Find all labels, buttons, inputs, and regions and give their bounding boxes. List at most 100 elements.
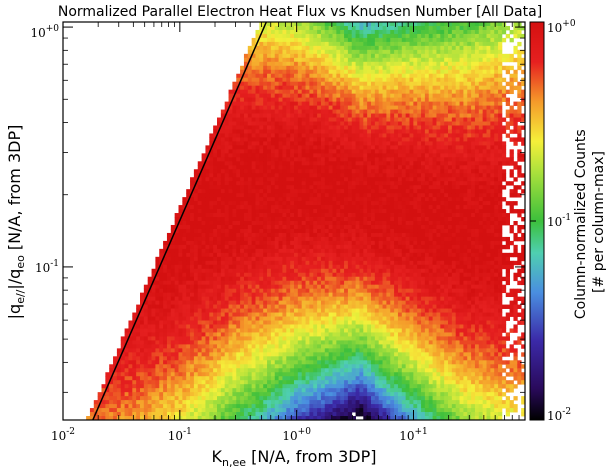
heatmap-cell [297, 217, 303, 222]
heatmap-cell [251, 304, 256, 309]
heatmap-cell [243, 396, 249, 401]
heatmap-cell [317, 129, 322, 134]
heatmap-cell [332, 320, 337, 325]
heatmap-cell [193, 169, 199, 174]
heatmap-cell [240, 360, 245, 365]
heatmap-cell [132, 372, 137, 377]
heatmap-cell [282, 81, 287, 87]
heatmap-cell [220, 300, 226, 305]
heatmap-cell [178, 260, 183, 266]
heatmap-cell [359, 65, 364, 71]
heatmap-cell [124, 344, 129, 349]
heatmap-cell [305, 169, 310, 174]
heatmap-cell [182, 336, 187, 341]
heatmap-cell [209, 308, 214, 313]
heatmap-cell [201, 177, 206, 182]
heatmap-cell [205, 228, 210, 234]
heatmap-cell [344, 161, 349, 166]
heatmap-cell [205, 300, 210, 305]
heatmap-cell [317, 49, 322, 55]
heatmap-cell [255, 404, 260, 409]
heatmap-cell [263, 97, 268, 102]
heatmap-cell [263, 356, 268, 361]
heatmap-cell [332, 113, 337, 118]
heatmap-cell [190, 332, 195, 337]
heatmap-cell [174, 308, 179, 313]
heatmap-cell [290, 157, 295, 162]
heatmap-cell [347, 29, 353, 35]
heatmap-cell [174, 380, 179, 385]
heatmap-cell [136, 356, 141, 361]
heatmap-cell [224, 213, 229, 218]
heatmap-cell [182, 344, 187, 349]
heatmap-cell [193, 240, 199, 246]
heatmap-cell [270, 101, 276, 106]
heatmap-cell [259, 340, 264, 345]
heatmap-cell [301, 372, 306, 377]
heatmap-cell [309, 232, 314, 238]
heatmap-cell [259, 101, 264, 106]
heatmap-cell [274, 328, 279, 333]
heatmap-cell [297, 221, 303, 226]
heatmap-cell [201, 217, 206, 222]
heatmap-cell [236, 217, 241, 222]
heatmap-cell [305, 161, 310, 166]
heatmap-cell [301, 209, 306, 214]
heatmap-cell [328, 264, 333, 270]
heatmap-cell [324, 41, 330, 47]
heatmap-cell [263, 224, 268, 230]
heatmap-cell [355, 384, 360, 389]
heatmap-cell [166, 360, 172, 365]
heatmap-cell [305, 288, 310, 294]
heatmap-cell [340, 22, 345, 27]
heatmap-cell [328, 45, 333, 51]
heatmap-cell [297, 312, 303, 317]
heatmap-cell [286, 197, 291, 202]
heatmap-cell [363, 101, 368, 106]
heatmap-cell [209, 400, 214, 405]
heatmap-cell [267, 25, 272, 31]
heatmap-cell [247, 77, 253, 83]
heatmap-cell [224, 205, 229, 210]
heatmap-cell [147, 404, 152, 409]
heatmap-cell [351, 268, 356, 274]
heatmap-cell [147, 392, 152, 397]
heatmap-cell [324, 177, 330, 182]
heatmap-cell [209, 213, 214, 218]
heatmap-cell [305, 364, 310, 369]
heatmap-cell [274, 165, 279, 170]
heatmap-cell [174, 328, 179, 333]
heatmap-cell [151, 384, 156, 389]
heatmap-cell [355, 169, 360, 174]
heatmap-cell [209, 240, 214, 246]
heatmap-cell [263, 45, 268, 51]
heatmap-cell [351, 288, 356, 294]
heatmap-cell [297, 356, 303, 361]
heatmap-cell [220, 392, 226, 397]
heatmap-cell [328, 109, 333, 114]
heatmap-cell [259, 117, 264, 122]
heatmap-cell [324, 392, 330, 397]
heatmap-cell [251, 117, 256, 122]
heatmap-cell [328, 93, 333, 99]
heatmap-cell [347, 340, 353, 345]
heatmap-cell [163, 256, 168, 262]
heatmap-cell [328, 404, 333, 409]
heatmap-cell [313, 37, 318, 43]
heatmap-cell [313, 173, 318, 178]
heatmap-cell [240, 260, 245, 266]
heatmap-cell [320, 57, 326, 63]
heatmap-cell [247, 412, 253, 417]
heatmap-cell [109, 380, 114, 385]
heatmap-cell [267, 117, 272, 122]
heatmap-cell [324, 93, 330, 99]
heatmap-cell [217, 320, 222, 325]
heatmap-cell [324, 244, 330, 250]
heatmap-cell [209, 280, 214, 286]
heatmap-cell [297, 173, 303, 178]
heatmap-cell [301, 356, 306, 361]
heatmap-cell [317, 141, 322, 146]
heatmap-cell [263, 360, 268, 365]
heatmap-cell [313, 332, 318, 337]
heatmap-cell [290, 376, 295, 381]
